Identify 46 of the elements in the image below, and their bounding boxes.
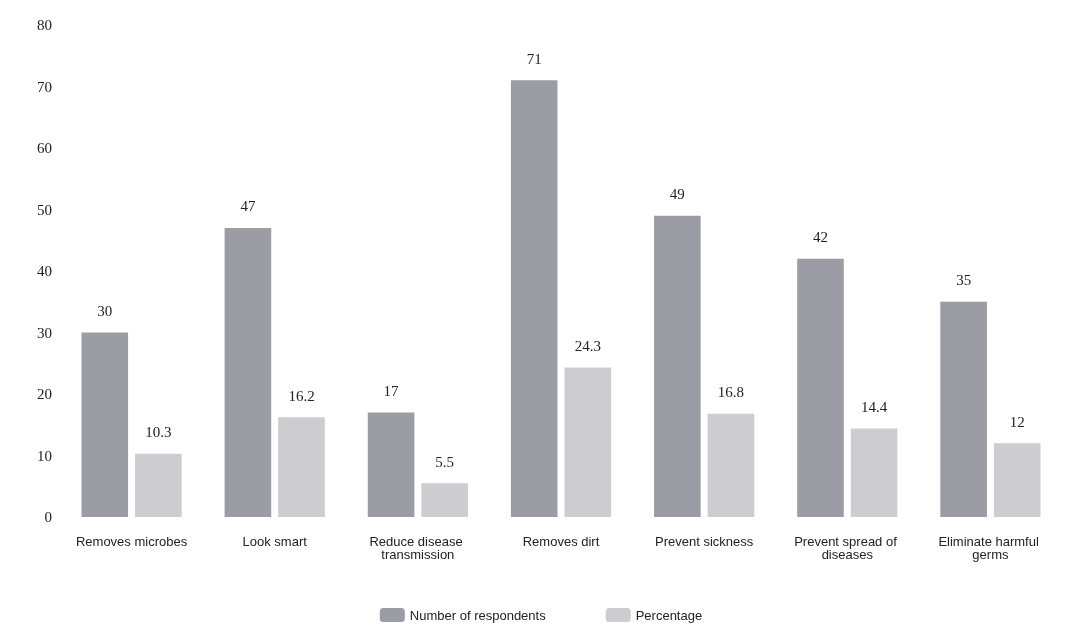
data-label: 47 [240, 198, 256, 215]
legend-label: Number of respondents [409, 607, 547, 623]
bar [797, 258, 844, 517]
bar [510, 80, 558, 517]
data-label: 17 [383, 382, 400, 399]
y-tick-label: 40 [37, 263, 52, 279]
y-tick-label: 10 [37, 447, 52, 464]
data-label: 71 [526, 50, 542, 67]
data-label: 24.3 [574, 338, 601, 355]
data-label: 14.4 [860, 398, 888, 415]
bar [564, 367, 612, 517]
x-tick-label: Prevent spread of diseases [794, 534, 901, 562]
data-label: 12 [1009, 413, 1025, 430]
bar [421, 483, 468, 517]
x-tick-label: Removes microbes [75, 534, 188, 549]
bar [135, 453, 182, 517]
y-tick-label: 50 [37, 201, 52, 218]
bar [278, 417, 325, 517]
y-tick-label: 20 [37, 386, 52, 402]
bar [707, 413, 755, 517]
y-tick-label: 0 [44, 509, 52, 525]
x-tick-label: Reduce disease transmission [369, 534, 467, 562]
y-tick-label: 60 [37, 140, 52, 156]
x-tick-label: Look smart [242, 534, 308, 549]
data-label: 5.5 [435, 453, 455, 470]
y-tick-label: 80 [37, 17, 52, 33]
data-label: 16.2 [288, 387, 315, 404]
y-tick-label: 30 [37, 324, 52, 341]
data-label: 10.3 [145, 424, 172, 441]
data-label: 35 [956, 272, 972, 289]
bar [367, 412, 415, 517]
bar [993, 443, 1041, 517]
bar [224, 227, 272, 517]
x-tick-label: Eliminate harmful germs [938, 534, 1043, 562]
data-label: 49 [669, 186, 685, 203]
data-label: 16.8 [717, 384, 745, 401]
bar [850, 428, 898, 517]
bar [940, 301, 987, 517]
bar [81, 332, 129, 517]
x-tick-label: Removes dirt [522, 534, 600, 549]
data-label: 30 [97, 303, 113, 319]
data-label: 42 [812, 229, 828, 246]
legend-label: Percentage [635, 607, 703, 623]
bar [654, 215, 701, 517]
x-tick-label: Prevent sickness [655, 534, 754, 549]
y-tick-label: 70 [37, 78, 52, 95]
